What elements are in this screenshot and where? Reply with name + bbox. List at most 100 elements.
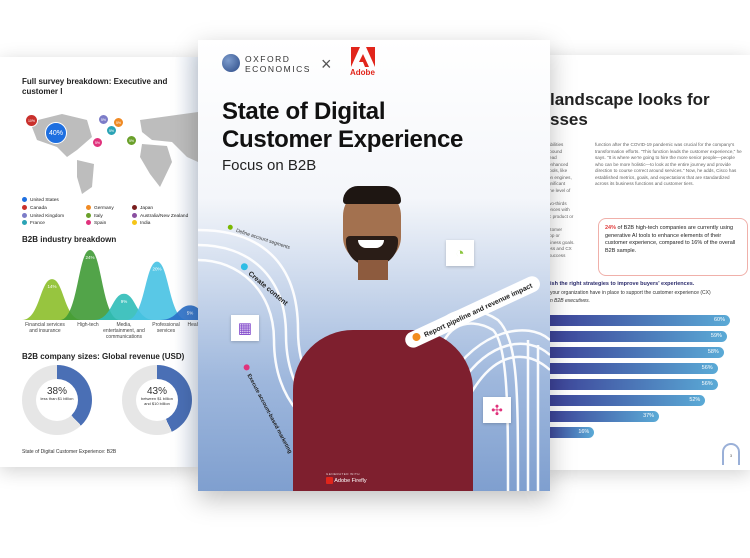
map-pin: 5% <box>106 125 117 136</box>
industry-label: Media, entertainment, and communications <box>103 322 145 340</box>
body-line: wo-thirds <box>548 200 567 206</box>
legend-label: Australia/New Zealand <box>140 213 189 219</box>
legend-swatch <box>22 212 27 218</box>
industry-bell <box>60 250 120 320</box>
firefly-badge: GENERATED WITH Adobe Firefly <box>326 472 367 484</box>
body-column-2: function after the COVID-19 pandemic was… <box>595 142 742 186</box>
map-pin: 5% <box>98 114 109 125</box>
body-line: enhanced <box>548 161 569 167</box>
donut-caption: less than $1 billion <box>40 396 74 401</box>
times-symbol: × <box>321 54 332 74</box>
industry-label: Professional services <box>152 322 180 334</box>
body-line: top or <box>548 233 560 238</box>
strategy-bar: 16% <box>545 427 595 438</box>
body-line: lead <box>548 155 557 160</box>
legend-swatch <box>132 204 137 210</box>
body-line: tools, like <box>548 168 568 173</box>
adobe-logo-icon <box>351 47 375 67</box>
report-cover: OXFORD ECONOMICS × Adobe State of Digita… <box>198 40 550 491</box>
strategy-bar: 52% <box>545 395 706 406</box>
industry-label: Financial services and insurance <box>25 322 65 334</box>
map-legend: United States Canada Germany Japan United Ki… <box>22 197 202 226</box>
body-line: tbound <box>548 148 563 154</box>
industry-bell <box>160 305 205 320</box>
cover-subtitle: Focus on B2B <box>222 157 317 174</box>
industry-bell <box>22 279 82 320</box>
industry-label: High-tech <box>77 322 99 328</box>
body-line: ess and CX <box>548 246 572 251</box>
firefly-label: Adobe Firefly <box>334 477 367 484</box>
person-smile <box>358 240 384 248</box>
industry-chart: 14% 24% 9% 20% 5% <box>22 250 205 320</box>
industry-value: 24% <box>85 255 94 260</box>
legend-item: United States <box>22 197 86 203</box>
body-line: ences with <box>548 207 570 212</box>
legend-swatch <box>22 220 27 226</box>
page-heading: landscape looks for sses <box>550 90 710 130</box>
legend-swatch <box>22 197 27 202</box>
map-pin: 5% <box>113 117 124 128</box>
revenue-donut: 43% between $1 billion and $10 billion <box>122 365 192 435</box>
survey-title: Full survey breakdown: Executive and cus… <box>22 77 168 96</box>
strategy-bar: 59% <box>545 331 727 342</box>
legend-swatch <box>86 204 91 210</box>
generated-with-label: GENERATED WITH <box>326 472 360 476</box>
industry-value: 9% <box>121 299 128 304</box>
legend-item <box>132 197 202 203</box>
legend-item: Italy <box>86 212 132 218</box>
page-number: 3 <box>722 443 740 465</box>
left-page: Full survey breakdown: Executive and cus… <box>0 57 205 467</box>
map-pin: 40% <box>45 122 67 144</box>
industry-value: 20% <box>152 267 161 272</box>
donut-caption: between $1 billion and $10 billion <box>140 396 174 406</box>
industry-title: B2B industry breakdown <box>22 235 117 244</box>
donut-value: 38% <box>46 386 67 397</box>
logo-line-2: ECONOMICS <box>245 64 311 74</box>
body-line: Success <box>548 252 566 258</box>
right-page: landscape looks for sses abilities tbound… <box>545 55 750 470</box>
strategy-bar: 56% <box>545 363 718 374</box>
donut-value: 43% <box>146 386 167 397</box>
legend-item: Japan <box>132 204 202 211</box>
callout-box: 24% of B2B high-tech companies are curre… <box>598 218 748 276</box>
adobe-wordmark: Adobe <box>350 68 375 77</box>
strategy-bar: 58% <box>545 347 724 358</box>
legend-label: France <box>30 221 45 227</box>
legend-label: Canada <box>30 205 47 211</box>
adobe-firefly-icon <box>326 477 333 484</box>
orange-dot-icon <box>411 331 422 343</box>
chart-title: ish the right strategies to improve buye… <box>550 281 695 287</box>
industry-label: Healthc <box>187 322 205 328</box>
ai-chip-icon: ✣ <box>483 397 511 423</box>
body-line: ic product or <box>548 213 574 219</box>
body-line: stomer <box>548 226 563 232</box>
legend-item: Canada <box>22 204 86 211</box>
callout-percent: 24% <box>605 225 617 231</box>
strategy-bar: 60% <box>545 315 730 326</box>
legend-label: Japan <box>140 205 154 211</box>
footer: State of Digital Customer Experience: B2… <box>22 449 117 455</box>
legend-item <box>86 197 132 203</box>
title-line-2: Customer Experience <box>222 126 464 153</box>
legend-label: United Kingdom <box>30 213 65 219</box>
strategy-bar: 37% <box>545 411 660 422</box>
heading-line-2: sses <box>550 110 588 129</box>
body-line: on engines, <box>548 174 572 180</box>
legend-swatch <box>132 220 137 226</box>
oxford-economics-globe-icon <box>222 54 240 72</box>
person-shirt <box>293 330 473 491</box>
green-dot-icon <box>227 224 234 231</box>
body-line: siness goals. <box>548 239 575 245</box>
body-line: abilities <box>548 142 564 147</box>
map-pin: 5% <box>92 137 103 148</box>
legend-item: Germany <box>86 204 132 211</box>
industry-value: 14% <box>47 284 56 289</box>
legend-item: Spain <box>86 220 132 226</box>
industry-bell <box>127 261 187 320</box>
revenue-donut: 38% less than $1 billion <box>22 365 92 435</box>
heading-line-1: landscape looks for <box>550 90 710 109</box>
body-column-1: abilities tbound lead enhanced tools, like on… <box>548 142 592 259</box>
legend-label: United States <box>30 197 59 203</box>
body-line: gnificant <box>548 181 566 186</box>
calendar-icon: ▦ <box>231 315 259 341</box>
